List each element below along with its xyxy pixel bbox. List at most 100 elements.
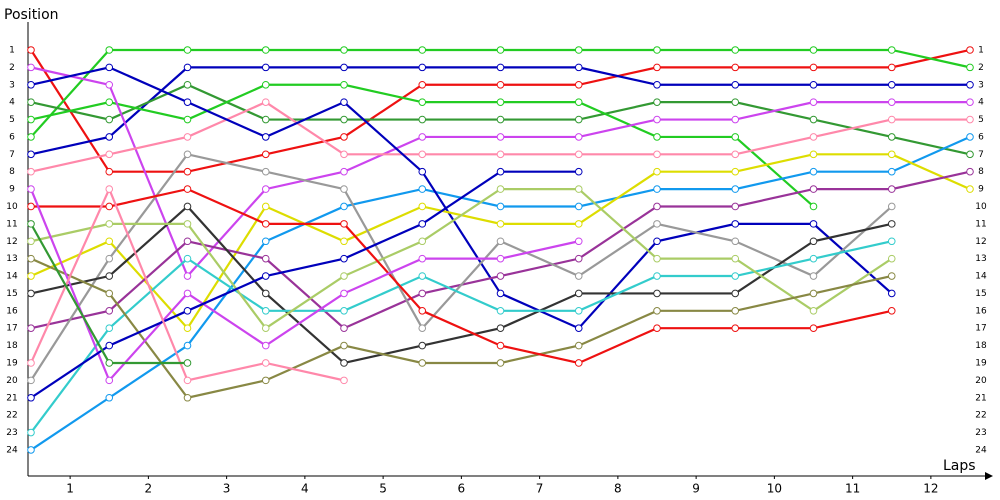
x-tick-label: 3	[223, 482, 231, 496]
point-marker	[183, 359, 192, 367]
point-marker	[653, 307, 661, 315]
y-tick-label-right: 11	[975, 219, 986, 229]
point-marker	[105, 115, 114, 124]
point-marker	[496, 202, 505, 211]
point-marker	[809, 289, 818, 298]
point-marker	[966, 63, 974, 72]
y-tick-label: 3	[9, 80, 15, 90]
point-marker	[731, 289, 740, 298]
x-tick-label: 12	[923, 482, 938, 496]
point-marker	[105, 220, 114, 228]
series-line	[30, 257, 892, 399]
point-marker	[966, 98, 974, 106]
point-marker	[809, 46, 818, 54]
point-marker	[496, 98, 505, 106]
point-marker	[731, 272, 740, 280]
y-tick-label-right: 8	[978, 167, 984, 177]
point-marker	[105, 185, 114, 193]
point-marker	[887, 46, 896, 54]
point-marker	[105, 272, 114, 280]
point-marker	[496, 254, 505, 263]
point-marker	[27, 237, 35, 246]
x-tick-label: 8	[614, 482, 622, 496]
point-marker	[340, 133, 348, 141]
point-marker	[653, 98, 661, 106]
point-marker	[27, 115, 35, 124]
point-marker	[418, 307, 427, 315]
point-marker	[418, 115, 427, 124]
point-marker	[418, 289, 427, 298]
point-marker	[261, 63, 270, 72]
point-marker	[183, 115, 192, 124]
y-tick-label-right: 20	[975, 376, 987, 386]
point-marker	[183, 272, 192, 280]
point-marker	[261, 324, 270, 333]
point-marker	[731, 167, 740, 176]
point-marker	[809, 324, 818, 333]
y-tick-label-right: 21	[975, 393, 986, 403]
point-marker	[731, 115, 740, 124]
point-marker	[418, 167, 427, 176]
point-marker	[27, 80, 35, 89]
point-marker	[105, 376, 114, 385]
y-tick-label-right: 7	[978, 150, 984, 160]
point-marker	[105, 167, 114, 176]
point-marker	[261, 167, 270, 176]
series-line	[30, 170, 579, 399]
point-marker	[105, 63, 114, 72]
point-marker	[261, 237, 270, 246]
y-tick-label-right: 24	[975, 445, 987, 455]
point-marker	[261, 254, 270, 263]
point-marker	[27, 46, 35, 54]
point-marker	[105, 133, 114, 141]
point-marker	[261, 376, 270, 385]
point-marker	[966, 80, 974, 89]
point-marker	[183, 289, 192, 298]
point-marker	[27, 272, 35, 280]
point-marker	[27, 376, 35, 385]
point-marker	[340, 341, 348, 350]
point-marker	[27, 202, 35, 211]
point-marker	[27, 63, 35, 72]
series-line	[30, 204, 892, 365]
point-marker	[27, 393, 35, 402]
point-marker	[574, 80, 583, 89]
point-marker	[183, 150, 192, 159]
point-marker	[496, 133, 505, 141]
point-marker	[809, 115, 818, 124]
point-marker	[887, 307, 896, 315]
point-marker	[340, 359, 348, 367]
point-marker	[887, 133, 896, 141]
point-marker	[809, 63, 818, 72]
point-marker	[574, 220, 583, 228]
point-marker	[966, 167, 974, 176]
point-marker	[809, 80, 818, 89]
point-marker	[183, 133, 192, 141]
point-marker	[887, 98, 896, 106]
point-marker	[261, 202, 270, 211]
point-marker	[340, 167, 348, 176]
y-tick-label: 11	[6, 219, 17, 229]
point-marker	[653, 289, 661, 298]
point-marker	[653, 237, 661, 246]
point-marker	[418, 272, 427, 280]
point-marker	[183, 46, 192, 54]
x-axis-label: Laps	[943, 458, 976, 474]
point-marker	[887, 237, 896, 246]
y-tick-label: 23	[6, 428, 17, 438]
point-marker	[574, 254, 583, 263]
point-marker	[340, 307, 348, 315]
point-marker	[887, 80, 896, 89]
x-tick-label: 7	[536, 482, 544, 496]
point-marker	[261, 150, 270, 159]
point-marker	[731, 150, 740, 159]
point-marker	[496, 63, 505, 72]
y-tick-label: 4	[9, 98, 15, 108]
point-marker	[731, 80, 740, 89]
point-marker	[340, 115, 348, 124]
point-marker	[653, 150, 661, 159]
point-marker	[418, 202, 427, 211]
point-marker	[809, 202, 818, 211]
point-marker	[183, 341, 192, 350]
